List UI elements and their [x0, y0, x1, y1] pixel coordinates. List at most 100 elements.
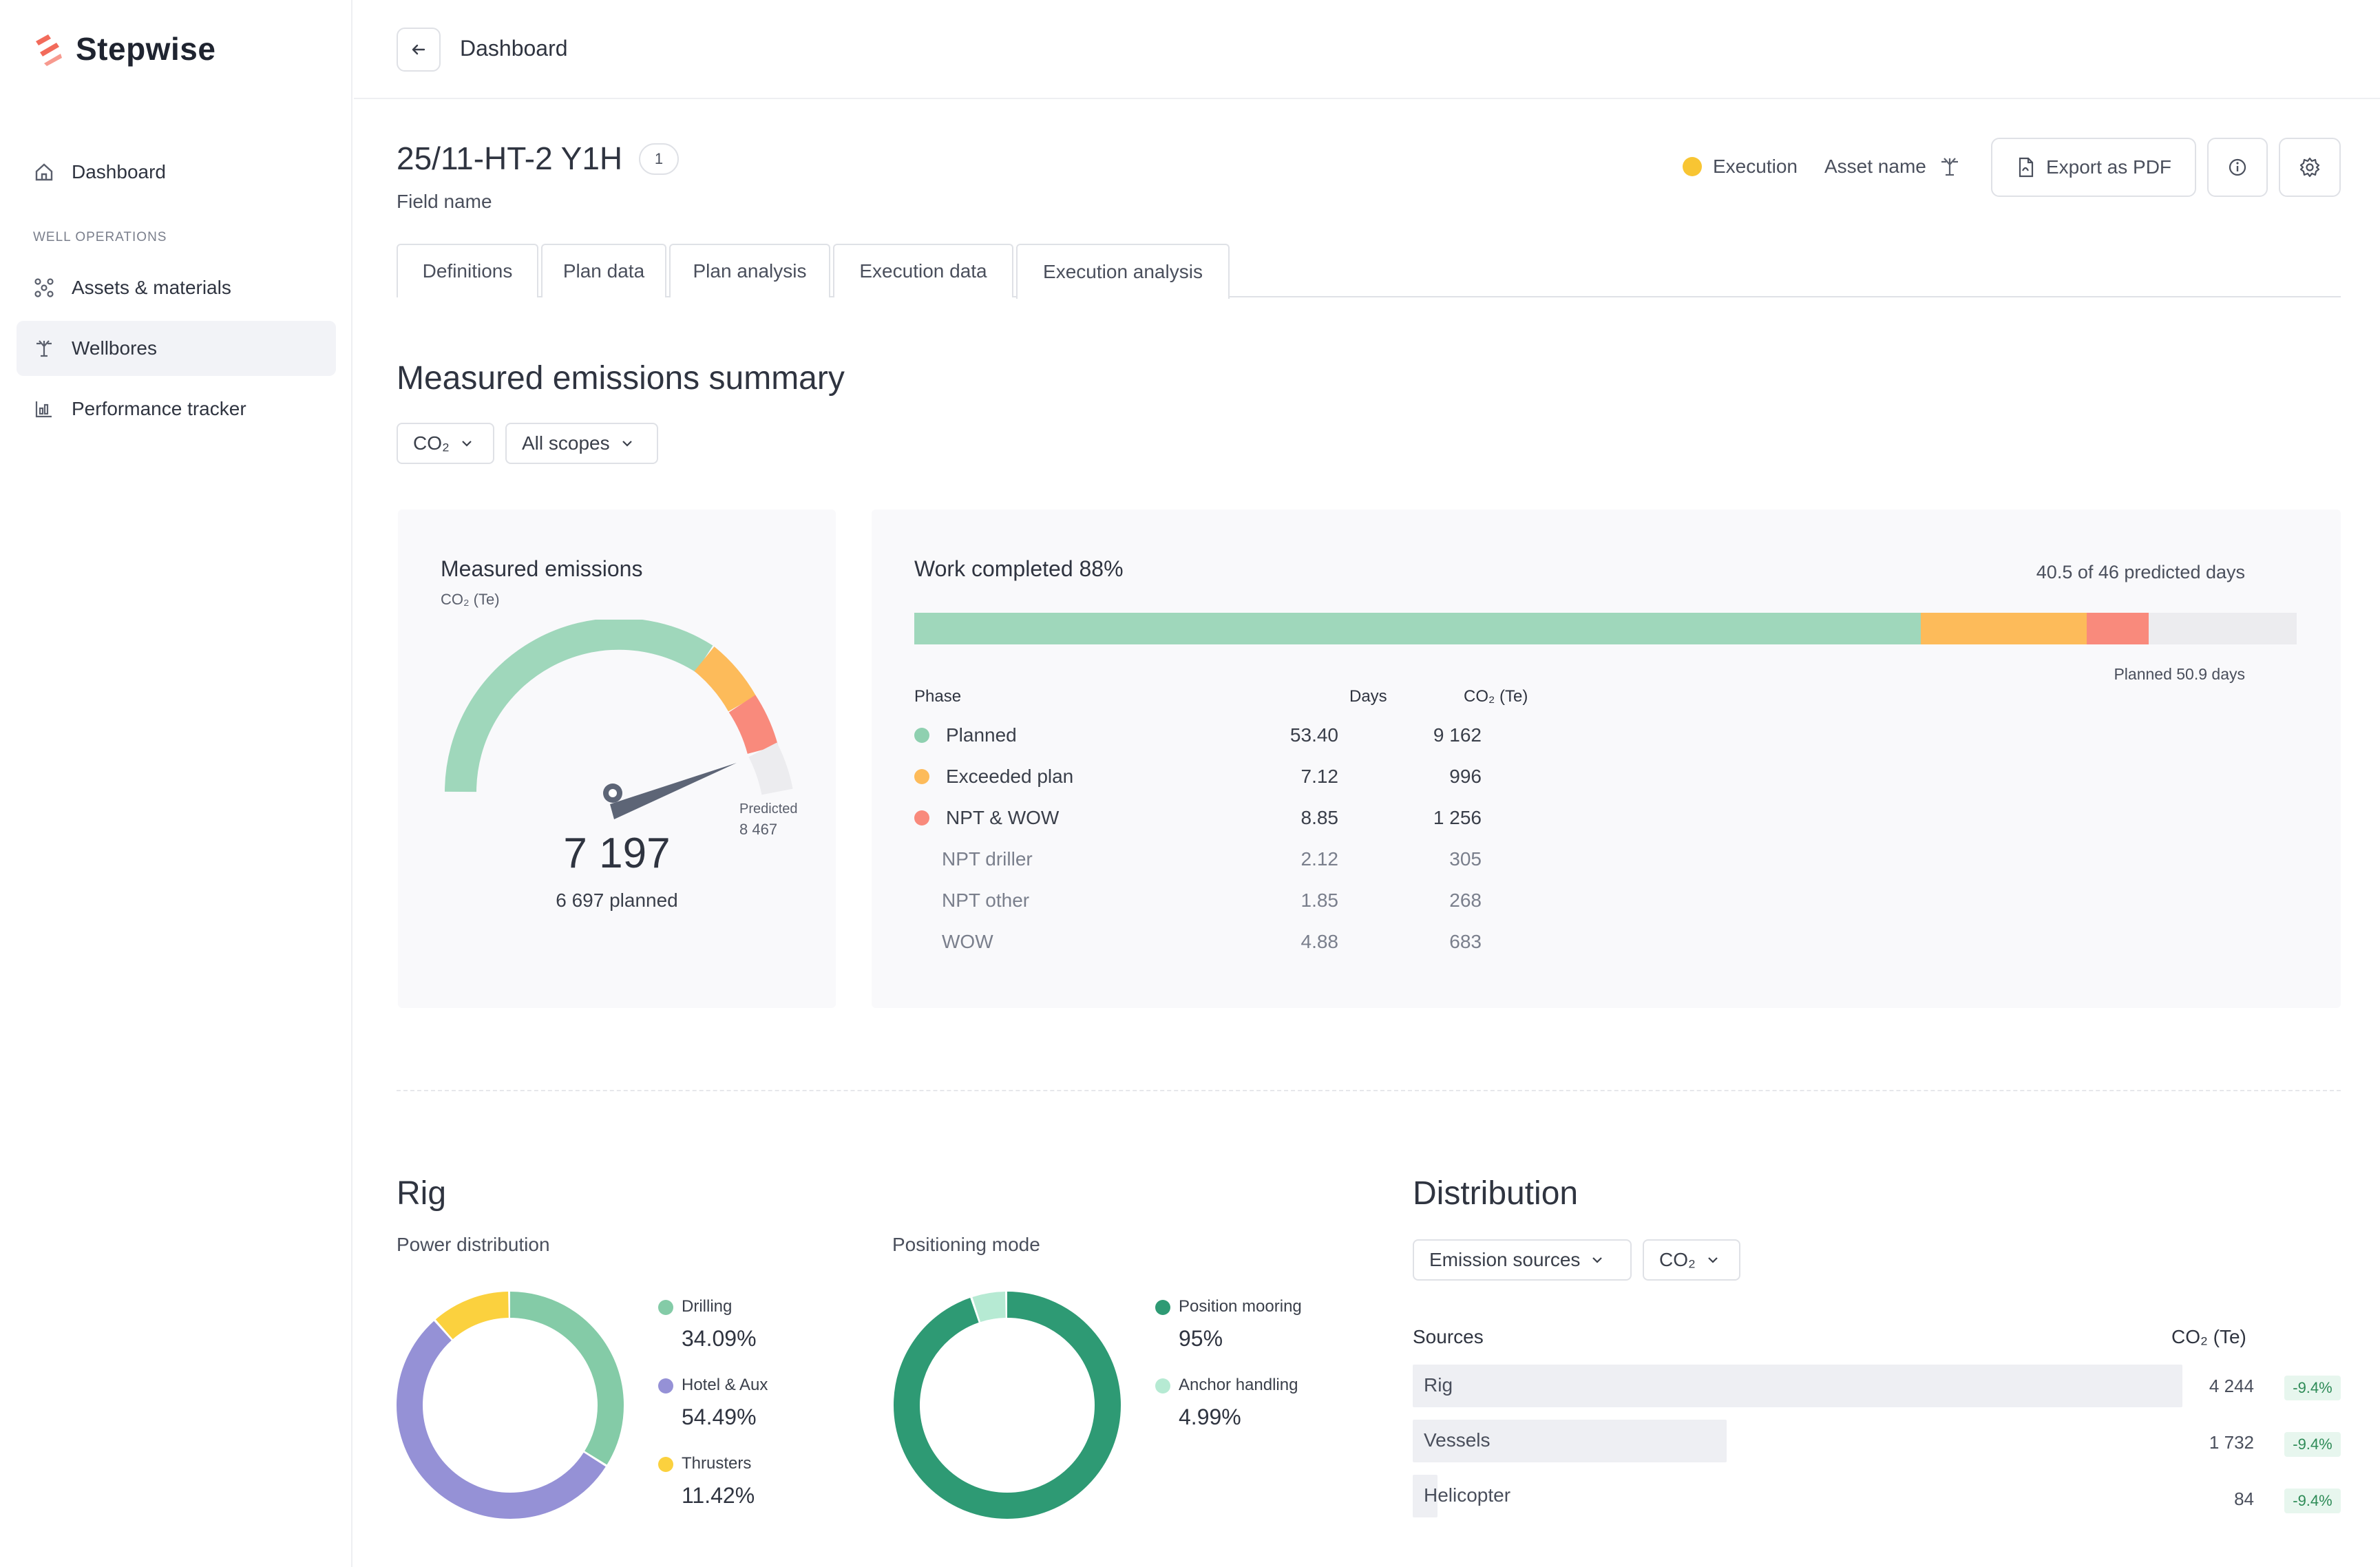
- co2-npt: 1 256: [1433, 807, 1482, 828]
- source-badge-vessels: -9.4%: [2284, 1432, 2341, 1457]
- sidebar-item-label: Assets & materials: [72, 277, 231, 298]
- head-days: Days: [1349, 687, 1387, 706]
- legend-dot-drilling: [658, 1300, 673, 1315]
- gas-select[interactable]: CO₂: [397, 423, 494, 464]
- tab-execution-analysis[interactable]: Execution analysis: [1016, 244, 1230, 299]
- tab-plan-analysis[interactable]: Plan analysis: [669, 244, 830, 297]
- positioning-mode-title: Positioning mode: [892, 1234, 1040, 1255]
- days-wow: 4.88: [1300, 931, 1339, 952]
- progress-npt: [2086, 613, 2149, 644]
- head-phase: Phase: [914, 687, 962, 706]
- logo[interactable]: Stepwise: [33, 30, 215, 67]
- stepwise-logo-icon: [36, 34, 62, 66]
- scope-select-value: All scopes: [522, 432, 610, 454]
- chevron-down-icon: [1708, 1257, 1718, 1263]
- rig-icon: [1941, 158, 1958, 176]
- co2-wow: 683: [1449, 931, 1482, 952]
- sidebar-item-performance[interactable]: Performance tracker: [17, 381, 336, 437]
- bar-chart-icon: [33, 398, 55, 420]
- emissions-gauge: [445, 620, 793, 819]
- legend-dot-npt: [914, 810, 929, 825]
- progress-exceeded: [1920, 613, 2087, 644]
- status-dot-icon: [1683, 157, 1702, 176]
- source-bar-rig: [1413, 1365, 2182, 1407]
- phase-npt-other: NPT other: [942, 890, 1030, 911]
- pdf-file-icon: [2019, 157, 2034, 178]
- page-title: 25/11-HT-2 Y1H: [397, 140, 623, 176]
- chevron-down-icon: [622, 441, 632, 447]
- gas-select-value: CO₂: [413, 432, 450, 454]
- progress-planned: [914, 613, 1921, 644]
- chevron-down-icon: [462, 441, 472, 447]
- source-name-helicopter: Helicopter: [1424, 1484, 1511, 1506]
- legend-dot-planned: [914, 728, 929, 743]
- distribution-title: Distribution: [1413, 1175, 1579, 1212]
- home-icon: [33, 161, 55, 183]
- source-value-vessels: 1 732: [2209, 1432, 2254, 1453]
- chevron-down-icon: [1592, 1257, 1603, 1263]
- gauge-title: Measured emissions: [441, 556, 643, 581]
- power-donut-segment-1: [397, 1292, 624, 1519]
- status-label: Execution: [1713, 156, 1798, 177]
- phase-planned: Planned: [946, 724, 1017, 746]
- back-button[interactable]: [397, 28, 441, 72]
- sidebar-item-dashboard[interactable]: Dashboard: [17, 145, 336, 200]
- nodes-icon: [33, 277, 55, 299]
- sidebar-item-label: Performance tracker: [72, 398, 246, 419]
- title-badge: 1: [639, 143, 679, 175]
- asset-indicator[interactable]: Asset name: [1824, 156, 1961, 178]
- asset-label: Asset name: [1824, 156, 1926, 177]
- tab-execution-data[interactable]: Execution data: [833, 244, 1013, 297]
- tab-definitions[interactable]: Definitions: [397, 244, 538, 297]
- legend-hotel-value: 54.49%: [682, 1405, 757, 1429]
- positioning-donut: [894, 1292, 1121, 1519]
- sidebar-item-label: Dashboard: [72, 161, 166, 182]
- info-icon: [2229, 158, 2246, 176]
- export-pdf-button[interactable]: Export as PDF: [1991, 138, 2196, 197]
- export-label: Export as PDF: [2045, 156, 2172, 178]
- arrow-left-icon: [412, 44, 425, 55]
- source-bar-helicopter: [1413, 1475, 1438, 1517]
- settings-button[interactable]: [2279, 138, 2341, 197]
- sidebar-item-assets[interactable]: Assets & materials: [17, 260, 336, 315]
- legend-dot-thrusters: [658, 1457, 673, 1472]
- nav-section-label: WELL OPERATIONS: [33, 230, 167, 244]
- co2-exceeded: 996: [1449, 766, 1482, 787]
- source-value-helicopter: 84: [2234, 1489, 2254, 1509]
- tab-plan-data[interactable]: Plan data: [541, 244, 666, 297]
- breadcrumb[interactable]: Dashboard: [460, 36, 568, 61]
- head-sources: Sources: [1413, 1326, 1484, 1347]
- info-button[interactable]: [2207, 138, 2268, 197]
- emission-sources-select[interactable]: Emission sources: [1413, 1239, 1632, 1281]
- status-badge: Execution: [1683, 156, 1798, 178]
- power-donut: [397, 1292, 624, 1519]
- gear-icon: [2299, 157, 2320, 178]
- source-name-vessels: Vessels: [1424, 1429, 1491, 1451]
- predicted-value: 8 467: [739, 821, 778, 838]
- scope-select[interactable]: All scopes: [505, 423, 658, 464]
- gauge-arc-exceeded: [694, 646, 757, 712]
- legend-thrusters-value: 11.42%: [682, 1483, 755, 1508]
- rig-icon: [33, 337, 55, 359]
- distribution-gas-select[interactable]: CO₂: [1643, 1239, 1740, 1281]
- sidebar-item-label: Wellbores: [72, 337, 157, 359]
- phase-npt: NPT & WOW: [946, 807, 1060, 828]
- sidebar: Stepwise Dashboard WELL OPERATIONS Asset…: [0, 0, 352, 1567]
- sidebar-item-wellbores[interactable]: Wellbores: [17, 321, 336, 376]
- work-progress-bar: [914, 613, 2297, 644]
- days-planned: 53.40: [1289, 724, 1338, 746]
- positioning-donut-segment-0: [894, 1292, 1121, 1519]
- legend-thrusters-label: Thrusters: [682, 1454, 752, 1473]
- topbar: Dashboard: [354, 0, 2380, 99]
- summary-title: Measured emissions summary: [397, 360, 845, 397]
- field-name: Field name: [397, 191, 492, 212]
- days-npt-other: 1.85: [1300, 890, 1339, 911]
- source-badge-rig: -9.4%: [2284, 1376, 2341, 1400]
- power-donut-segment-0: [397, 1292, 624, 1519]
- emission-sources-value: Emission sources: [1429, 1249, 1581, 1270]
- phase-npt-driller: NPT driller: [942, 848, 1033, 870]
- gauge-value: 7 197: [563, 830, 671, 877]
- co2-npt-driller: 305: [1449, 848, 1482, 870]
- legend-hotel-label: Hotel & Aux: [682, 1376, 768, 1394]
- phase-wow: WOW: [942, 931, 993, 952]
